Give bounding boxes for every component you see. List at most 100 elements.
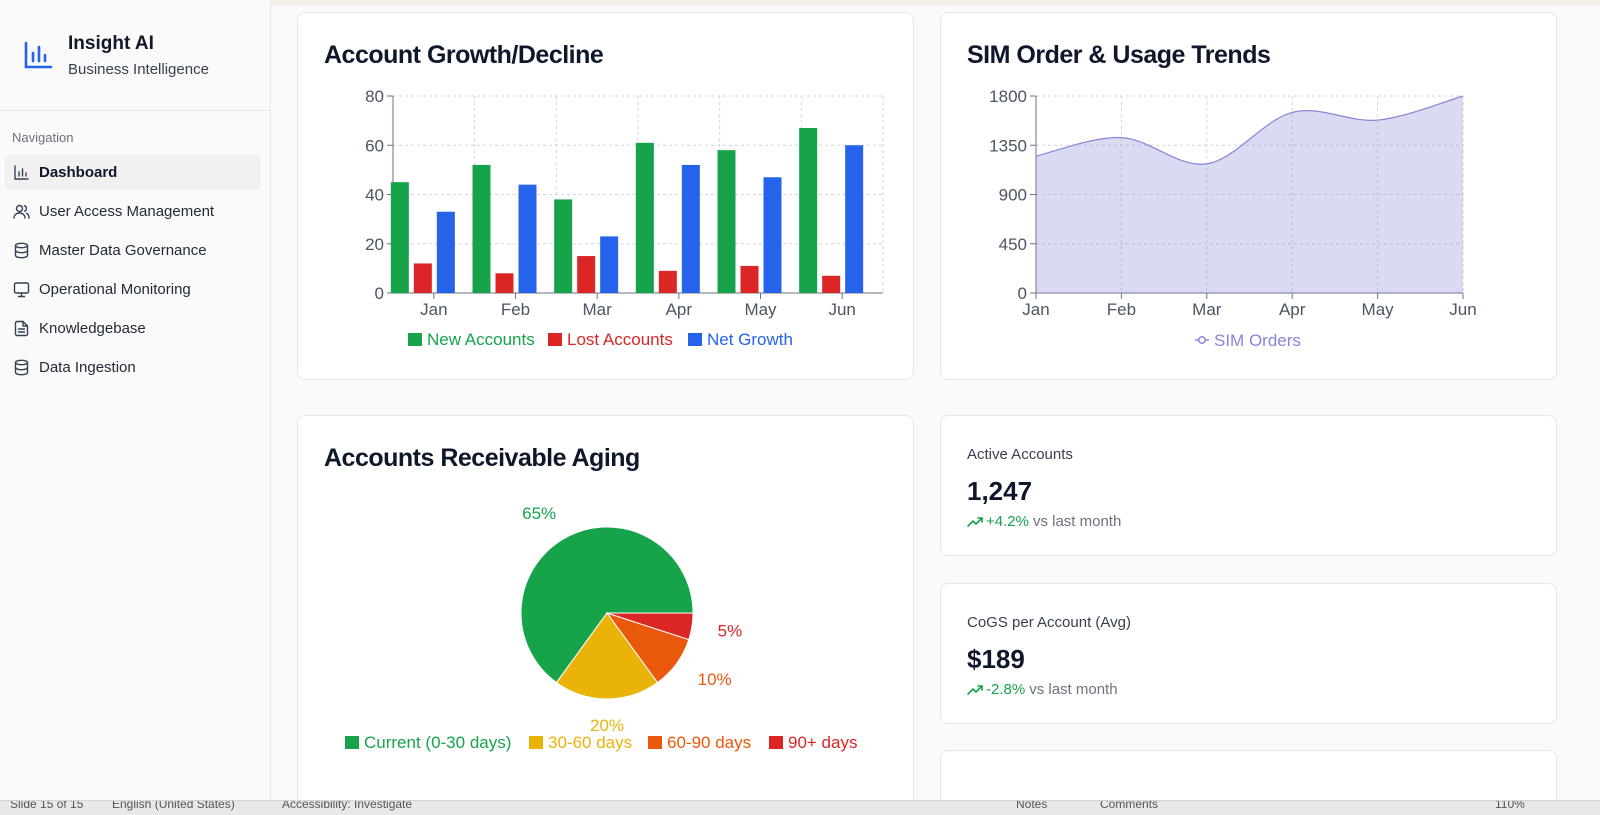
comments-button[interactable]: Comments <box>1100 800 1159 811</box>
sidebar-item-operational-monitoring[interactable]: Operational Monitoring <box>5 272 261 307</box>
y-tick-label: 900 <box>999 186 1027 205</box>
kpi-label: CoGS per Account (Avg) <box>967 614 1131 631</box>
kpi-label: Active Accounts <box>967 446 1073 463</box>
zoom-level[interactable]: 110% <box>1495 800 1525 811</box>
sidebar-item-label: Dashboard <box>39 164 118 181</box>
brand-subtitle: Business Intelligence <box>68 60 209 78</box>
account-growth-chart: 0 20 40 60 80 Jan Feb Mar Apr May Jun New Accounts L… <box>365 87 884 349</box>
bar-net-growth <box>518 184 537 293</box>
legend-label: 60-90 days <box>667 733 751 752</box>
legend-swatch <box>548 333 562 346</box>
legend-label: 30-60 days <box>548 733 632 752</box>
x-tick-label: Feb <box>1107 300 1136 319</box>
pie-data-label: 10% <box>698 670 732 689</box>
bar-lost-accounts <box>413 263 432 293</box>
cogs-card: CoGS per Account (Avg) $189 -2.8% vs las… <box>940 583 1557 724</box>
legend-label: Lost Accounts <box>567 330 673 349</box>
legend-swatch <box>408 333 422 346</box>
sim-trends-chart: 0 450 900 1350 1800 Jan Feb Mar Apr May Jun SIM Ord… <box>989 87 1477 350</box>
x-tick-label: Mar <box>1192 300 1222 319</box>
kpi-value: 1,247 <box>967 476 1033 506</box>
legend-swatch <box>648 736 662 749</box>
sidebar-item-label: Master Data Governance <box>39 242 207 259</box>
bar-new-accounts <box>799 128 818 293</box>
sidebar-item-dashboard[interactable]: Dashboard <box>5 155 261 190</box>
sidebar-item-label: Knowledgebase <box>39 320 146 337</box>
ar-aging-card: Accounts Receivable Aging 65% 20% 10% 5% Cur… <box>297 415 914 800</box>
series-line <box>1035 95 1464 165</box>
database-icon <box>14 242 29 259</box>
bar-net-growth <box>845 145 864 293</box>
sidebar-item-label: User Access Management <box>39 203 215 220</box>
bar-net-growth <box>681 164 700 293</box>
bar-net-growth <box>436 211 455 293</box>
sidebar: Insight AI Business Intelligence Navigat… <box>0 0 271 800</box>
legend-swatch <box>688 333 702 346</box>
legend-swatch <box>345 736 359 749</box>
legend-swatch-dot <box>1198 336 1206 344</box>
trending-up-icon <box>967 684 983 695</box>
brand[interactable]: Insight AI Business Intelligence <box>0 0 270 111</box>
users-icon <box>13 204 30 219</box>
bar-lost-accounts <box>495 273 514 293</box>
monitor-icon <box>13 282 30 298</box>
legend-label: Net Growth <box>707 330 793 349</box>
notes-button[interactable]: Notes <box>1016 800 1048 811</box>
window-top-edge <box>0 0 1600 6</box>
pie-data-label: 65% <box>522 504 556 523</box>
bar-new-accounts <box>635 142 654 293</box>
x-tick-label: May <box>1362 300 1395 319</box>
sidebar-item-master-data-governance[interactable]: Master Data Governance <box>5 233 261 268</box>
sidebar-item-label: Data Ingestion <box>39 359 136 376</box>
account-growth-card: Account Growth/Decline 0 20 40 60 80 Jan Feb Ma… <box>297 12 914 380</box>
sidebar-item-user-access-management[interactable]: User Access Management <box>5 194 261 229</box>
y-tick-label: 0 <box>1018 284 1027 303</box>
y-tick-label: 40 <box>365 186 384 205</box>
bar-new-accounts <box>472 164 491 293</box>
nav-section-label: Navigation <box>12 130 74 145</box>
database-icon <box>14 359 29 376</box>
x-tick-label: Feb <box>501 300 530 319</box>
x-tick-label: Jan <box>1022 300 1049 319</box>
y-tick-label: 20 <box>365 235 384 254</box>
pie-slice <box>520 526 694 684</box>
bar-new-accounts <box>717 150 736 293</box>
legend-label: SIM Orders <box>1214 331 1301 350</box>
x-tick-label: Jun <box>828 300 855 319</box>
active-accounts-card: Active Accounts 1,247 +4.2% vs last mont… <box>940 415 1557 556</box>
legend-swatch <box>769 736 783 749</box>
card-title: SIM Order & Usage Trends <box>967 41 1271 69</box>
pie-data-label: 20% <box>590 716 624 735</box>
accessibility-status[interactable]: Accessibility: Investigate <box>282 800 413 811</box>
sim-trends-card: SIM Order & Usage Trends 0 450 900 1350 1800… <box>940 12 1557 380</box>
y-tick-label: 0 <box>375 284 384 303</box>
x-tick-label: Apr <box>666 300 693 319</box>
legend-swatch <box>529 736 543 749</box>
kpi-delta: +4.2% <box>986 513 1029 530</box>
brand-title: Insight AI <box>68 32 154 54</box>
language-indicator[interactable]: English (United States) <box>112 800 235 811</box>
y-tick-label: 1350 <box>989 136 1027 155</box>
bar-net-growth <box>763 177 782 293</box>
bar-new-accounts <box>390 182 409 293</box>
y-tick-label: 80 <box>365 87 384 106</box>
slide-indicator: Slide 15 of 15 <box>10 800 84 811</box>
sidebar-item-data-ingestion[interactable]: Data Ingestion <box>5 350 261 385</box>
bar-chart-icon <box>14 165 29 180</box>
bar-lost-accounts <box>658 270 677 293</box>
bar-lost-accounts <box>577 256 596 293</box>
pie-slice <box>606 612 694 641</box>
area-fill <box>1036 96 1463 293</box>
sidebar-item-knowledgebase[interactable]: Knowledgebase <box>5 311 261 346</box>
kpi-value: $189 <box>967 644 1025 674</box>
kpi-change: -2.8% vs last month <box>967 681 1118 698</box>
file-text-icon <box>14 320 29 337</box>
bar-new-accounts <box>554 199 573 293</box>
bar-chart-icon <box>24 41 53 69</box>
card-title: Accounts Receivable Aging <box>324 444 640 472</box>
x-tick-label: Apr <box>1279 300 1306 319</box>
kpi-delta-suffix: vs last month <box>1029 681 1118 698</box>
legend-label: Current (0-30 days) <box>364 733 511 752</box>
x-tick-label: May <box>744 300 777 319</box>
